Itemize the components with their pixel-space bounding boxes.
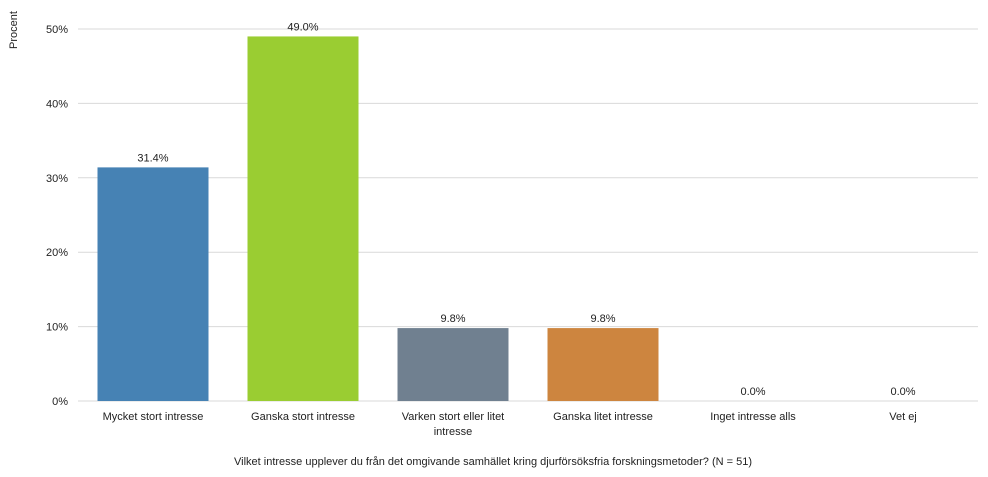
data-label: 0.0% <box>740 386 765 398</box>
data-label: 49.0% <box>287 21 318 33</box>
y-tick-label: 30% <box>46 173 68 185</box>
x-tick-label: Inget intresse alls <box>710 411 796 423</box>
y-tick-label: 0% <box>52 396 68 408</box>
bars <box>97 36 659 401</box>
y-axis-title: Procent <box>8 11 20 49</box>
bar <box>247 36 359 401</box>
y-tick-label: 20% <box>46 247 68 259</box>
y-tick-label: 50% <box>46 24 68 36</box>
bar <box>97 167 209 401</box>
y-axis-ticks: 0% 10% 20% 30% 40% 50% <box>46 24 68 408</box>
data-label: 9.8% <box>590 313 615 325</box>
x-tick-label: Ganska stort intresse <box>251 411 355 423</box>
data-label: 0.0% <box>890 386 915 398</box>
data-label: 9.8% <box>440 313 465 325</box>
data-label: 31.4% <box>137 152 168 164</box>
x-axis-title: Vilket intresse upplever du från det omg… <box>234 456 752 468</box>
x-tick-label: Ganska litet intresse <box>553 411 653 423</box>
x-tick-label: Varken stort eller litet <box>402 411 505 423</box>
x-tick-label: Vet ej <box>889 411 917 423</box>
x-axis-categories: Mycket stort intresse Ganska stort intres… <box>103 411 917 438</box>
bar <box>547 328 659 401</box>
x-tick-label: intresse <box>434 426 473 438</box>
bar <box>397 328 509 401</box>
gridlines <box>78 28 978 402</box>
x-tick-label: Mycket stort intresse <box>103 411 204 423</box>
data-labels: 31.4% 49.0% 9.8% 9.8% 0.0% 0.0% <box>137 21 915 398</box>
y-tick-label: 10% <box>46 322 68 334</box>
y-tick-label: 40% <box>46 98 68 110</box>
